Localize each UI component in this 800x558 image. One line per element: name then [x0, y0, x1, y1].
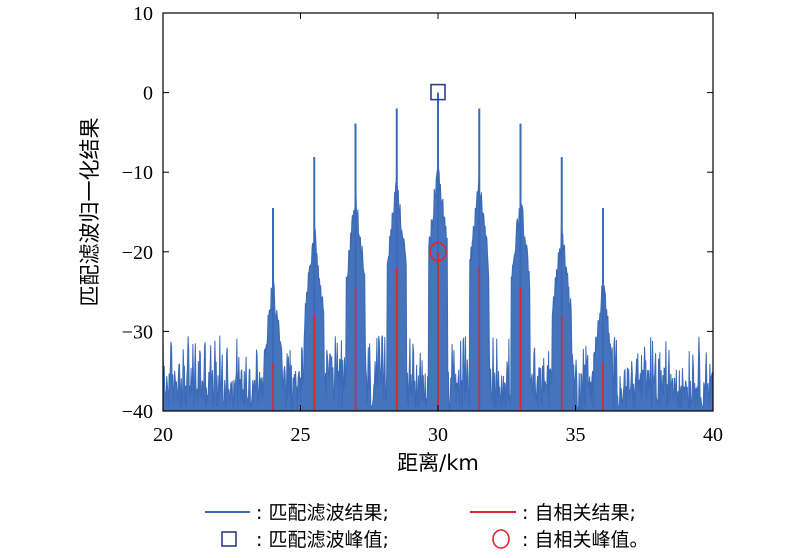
y-tick-label-4: −30	[122, 321, 153, 343]
x-tick-label-4: 40	[703, 424, 723, 446]
y-tick-label-0: 10	[133, 3, 153, 25]
x-tick-label-2: 30	[428, 424, 448, 446]
legend-label-matched-peak: : 匹配滤波峰值;	[256, 529, 389, 551]
x-tick-label-3: 35	[566, 424, 586, 446]
y-tick-label-1: 0	[143, 83, 153, 105]
auto-peak-marker-circle	[429, 242, 447, 262]
legend-label-auto-peak: : 自相关峰值。	[522, 529, 648, 551]
y-tick-label-5: −40	[122, 401, 153, 423]
y-tick-label-2: −10	[122, 162, 153, 184]
peak-markers	[429, 83, 447, 262]
axis-ticks	[162, 12, 714, 412]
x-tick-label-0: 20	[153, 424, 173, 446]
legend-symbol-matched-peak-square	[221, 531, 237, 547]
legend-symbol-auto-peak-circle	[492, 529, 510, 549]
x-axis-title: 距离/km	[397, 451, 479, 475]
legend: : 匹配滤波结果; : 自相关结果; : 匹配滤波峰值; : 自相关峰值。	[205, 502, 648, 551]
legend-label-matched: : 匹配滤波结果;	[256, 502, 389, 524]
legend-label-auto: : 自相关结果;	[522, 502, 636, 524]
matched-peak-marker-square	[430, 83, 446, 101]
axis-tick-labels: 20 25 30 35 40 10 0 −10 −20 −30 −40	[122, 3, 723, 446]
y-axis-title: 匹配滤波归一化结果	[78, 118, 102, 307]
series-autocorrelation	[272, 251, 604, 411]
x-tick-label-1: 25	[291, 424, 311, 446]
y-tick-label-3: −20	[122, 242, 153, 264]
